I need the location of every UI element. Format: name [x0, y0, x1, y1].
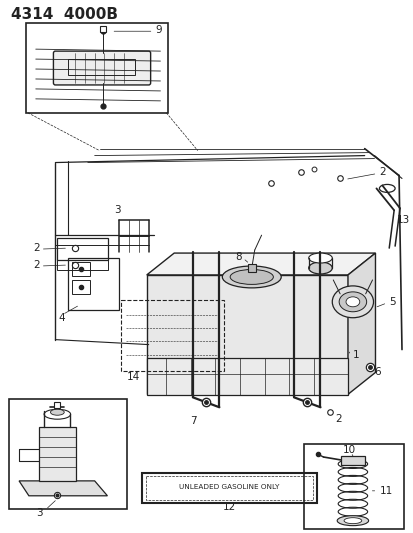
Ellipse shape: [343, 518, 361, 523]
Polygon shape: [19, 481, 107, 496]
Bar: [38, 427, 76, 481]
Text: 10: 10: [342, 445, 355, 455]
Text: 2: 2: [335, 414, 341, 424]
Bar: [72, 280, 90, 294]
Ellipse shape: [230, 270, 273, 285]
Ellipse shape: [378, 184, 394, 192]
Bar: [57, 260, 108, 270]
Text: 6: 6: [374, 367, 380, 377]
Text: 11: 11: [378, 486, 392, 496]
Ellipse shape: [308, 262, 332, 274]
Text: 4314  4000B: 4314 4000B: [11, 7, 118, 22]
Text: 2: 2: [378, 167, 385, 177]
Ellipse shape: [336, 516, 368, 526]
Bar: [142, 473, 316, 503]
Text: 9: 9: [155, 25, 162, 35]
Text: 4: 4: [58, 313, 65, 323]
Text: 12: 12: [222, 502, 235, 512]
Bar: [340, 456, 364, 465]
Ellipse shape: [332, 286, 373, 318]
Ellipse shape: [50, 409, 64, 415]
Ellipse shape: [222, 266, 280, 288]
Text: 14: 14: [127, 373, 140, 382]
Bar: [121, 300, 224, 372]
Text: 2: 2: [33, 260, 39, 270]
Text: 1: 1: [352, 350, 358, 360]
Text: 2: 2: [33, 243, 39, 253]
Ellipse shape: [308, 253, 332, 263]
Bar: [145, 476, 312, 500]
Ellipse shape: [345, 297, 359, 307]
Text: UNLEADED GASOLINE ONLY: UNLEADED GASOLINE ONLY: [178, 484, 279, 490]
Bar: [146, 358, 347, 395]
Text: 8: 8: [235, 252, 241, 262]
Text: 7: 7: [190, 416, 197, 426]
Polygon shape: [146, 275, 347, 394]
Polygon shape: [347, 253, 375, 394]
Text: 3: 3: [114, 205, 121, 215]
Text: 5: 5: [388, 297, 395, 307]
Ellipse shape: [44, 409, 71, 419]
Bar: [68, 59, 135, 75]
Text: 3: 3: [36, 508, 42, 518]
Bar: [57, 238, 108, 260]
Bar: [72, 262, 90, 276]
Ellipse shape: [338, 292, 366, 312]
FancyBboxPatch shape: [53, 51, 150, 85]
Bar: [9, 399, 127, 508]
Polygon shape: [146, 253, 375, 275]
Text: 13: 13: [396, 215, 409, 225]
Bar: [26, 23, 168, 113]
Bar: [68, 258, 119, 310]
Bar: [303, 444, 403, 529]
